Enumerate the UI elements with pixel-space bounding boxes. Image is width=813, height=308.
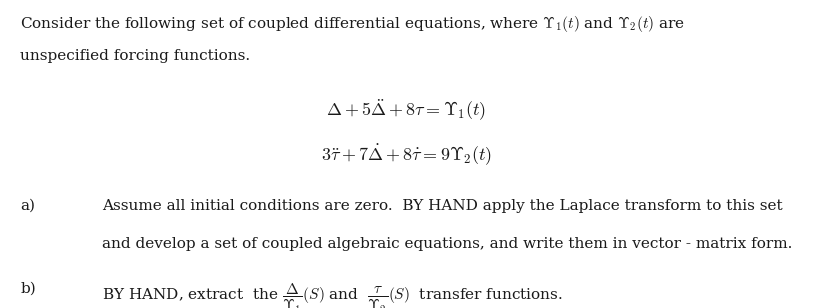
Text: $3\ddot{\tau}+7\dot{\Delta}+8\dot{\tau}=9\mathrm{\Upsilon}_2(t)$: $3\ddot{\tau}+7\dot{\Delta}+8\dot{\tau}=…: [321, 142, 492, 167]
Text: $\Delta+5\ddot{\Delta}+8\tau=\mathrm{\Upsilon}_1(t)$: $\Delta+5\ddot{\Delta}+8\tau=\mathrm{\Up…: [326, 97, 487, 122]
Text: unspecified forcing functions.: unspecified forcing functions.: [20, 49, 250, 63]
Text: Assume all initial conditions are zero.  BY HAND apply the Laplace transform to : Assume all initial conditions are zero. …: [102, 199, 782, 213]
Text: and develop a set of coupled algebraic equations, and write them in vector - mat: and develop a set of coupled algebraic e…: [102, 237, 792, 251]
Text: BY HAND, extract  the $\dfrac{\Delta}{\mathrm{\Upsilon}_1}(S)$ and  $\dfrac{\tau: BY HAND, extract the $\dfrac{\Delta}{\ma…: [102, 282, 563, 308]
Text: Consider the following set of coupled differential equations, where $\mathrm{\Up: Consider the following set of coupled di…: [20, 14, 685, 34]
Text: a): a): [20, 199, 35, 213]
Text: b): b): [20, 282, 36, 296]
